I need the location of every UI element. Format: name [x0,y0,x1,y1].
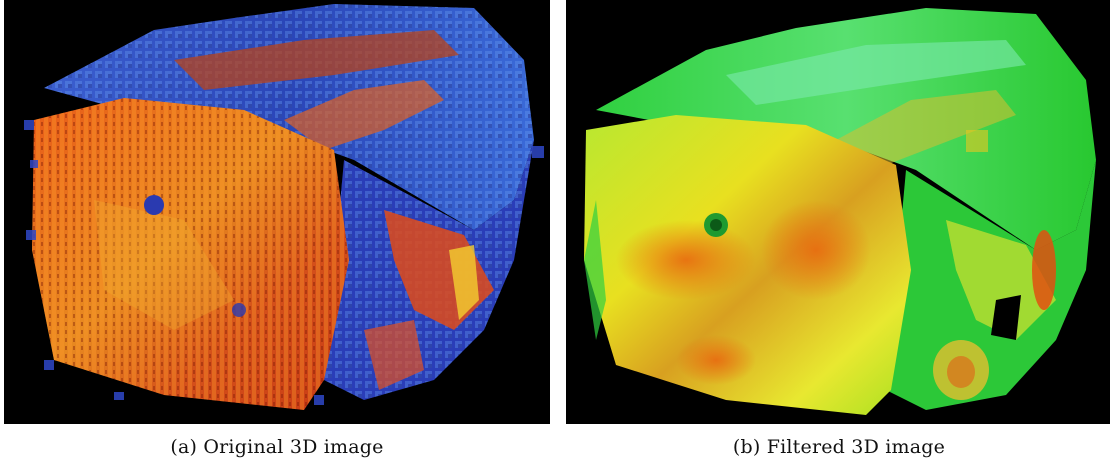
filtered-3d-image-panel [566,0,1110,424]
original-3d-volume-render [24,4,544,410]
original-3d-image-panel [4,0,550,424]
caption-original-3d-image: (a) Original 3D image [170,436,384,458]
filtered-3d-volume-render [584,8,1096,415]
caption-filtered-3d-image: (b) Filtered 3D image [732,436,946,458]
